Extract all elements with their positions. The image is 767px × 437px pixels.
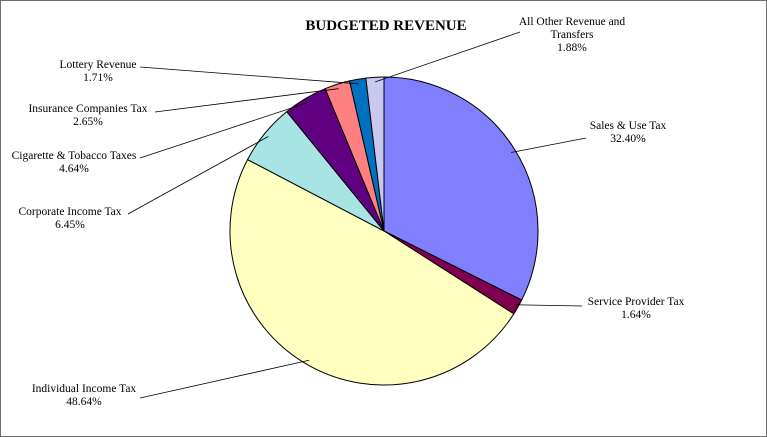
pie-slice-7 <box>365 76 385 232</box>
slice-label-text: Cigarette & Tobacco Taxes <box>12 150 137 162</box>
slice-label-text: Service Provider Tax <box>588 296 685 308</box>
leader-line-3 <box>127 136 269 215</box>
slice-percent: 6.45% <box>55 219 85 231</box>
chart-title: BUDGETED REVENUE <box>305 18 466 34</box>
pie-slice-2 <box>229 158 515 386</box>
slice-percent: 48.64% <box>66 396 102 408</box>
slice-percent: 2.65% <box>73 116 103 128</box>
slice-percent: 1.64% <box>621 309 651 321</box>
leader-line-2 <box>139 359 310 399</box>
slice-label-text: All Other Revenue and <box>519 16 626 28</box>
leader-line-0 <box>511 137 587 153</box>
slice-percent: 32.40% <box>610 133 646 145</box>
slice-label-text: Insurance Companies Tax <box>28 103 147 115</box>
slice-label-text: Corporate Income Tax <box>18 206 121 218</box>
leader-line-7 <box>375 31 521 83</box>
leader-line-4 <box>139 102 308 159</box>
slice-label-text: Transfers <box>550 29 594 41</box>
slice-label-text: Lottery Revenue <box>60 59 137 71</box>
slice-percent: 4.64% <box>59 163 89 175</box>
leader-line-1 <box>513 304 583 307</box>
leader-line-5 <box>154 88 339 113</box>
pie-slice-0 <box>383 76 539 301</box>
slice-label-text: Sales & Use Tax <box>590 120 667 132</box>
slice-label-text: Individual Income Tax <box>32 383 137 395</box>
slice-percent: 1.88% <box>557 42 587 54</box>
slice-percent: 1.71% <box>83 72 113 84</box>
leader-line-6 <box>139 66 359 85</box>
